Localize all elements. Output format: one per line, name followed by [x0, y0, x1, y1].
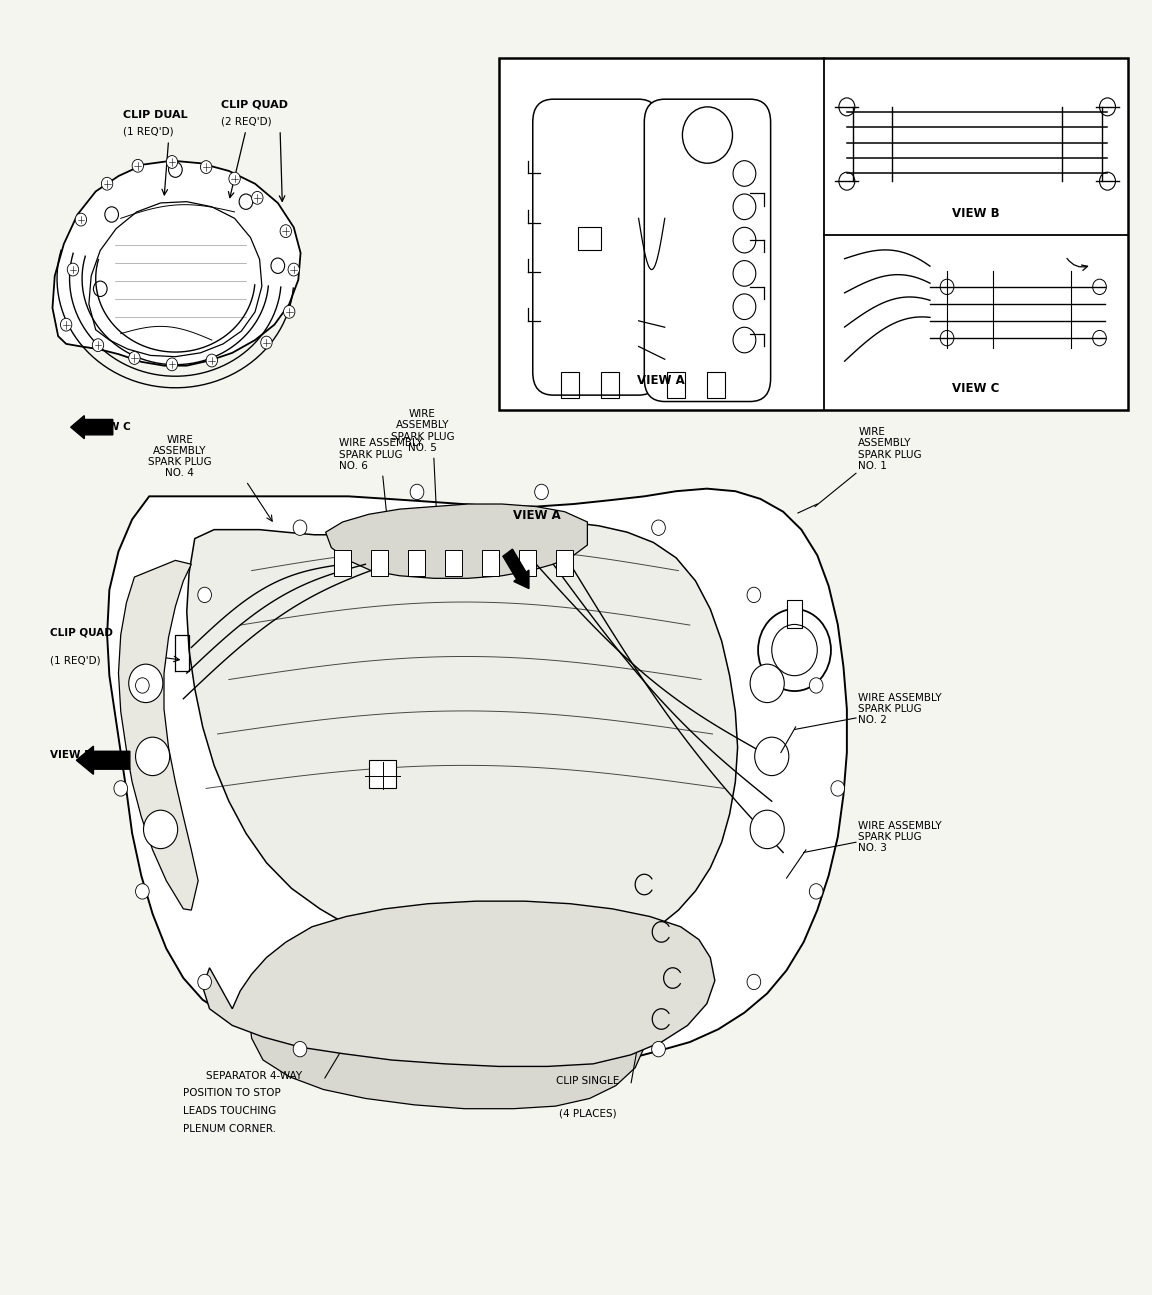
- Bar: [371, 550, 387, 576]
- Circle shape: [92, 339, 104, 351]
- FancyArrow shape: [76, 746, 130, 774]
- Circle shape: [733, 328, 756, 352]
- Circle shape: [198, 974, 212, 989]
- Circle shape: [60, 319, 71, 332]
- Bar: [369, 760, 396, 789]
- Bar: [445, 550, 462, 576]
- Circle shape: [166, 155, 177, 168]
- Circle shape: [410, 484, 424, 500]
- Circle shape: [758, 609, 831, 692]
- Circle shape: [132, 159, 144, 172]
- Text: VIEW A: VIEW A: [637, 374, 685, 387]
- Text: (1 REQ'D): (1 REQ'D): [123, 127, 174, 136]
- Bar: [667, 372, 685, 398]
- Circle shape: [733, 228, 756, 253]
- Circle shape: [535, 484, 548, 500]
- Circle shape: [293, 521, 306, 535]
- Polygon shape: [326, 504, 588, 579]
- Circle shape: [755, 737, 789, 776]
- Polygon shape: [53, 161, 301, 365]
- Text: VIEW C: VIEW C: [89, 422, 130, 433]
- Circle shape: [136, 737, 169, 776]
- Circle shape: [129, 351, 141, 364]
- Text: VIEW B: VIEW B: [953, 207, 1000, 220]
- Circle shape: [746, 587, 760, 602]
- Circle shape: [652, 1041, 666, 1057]
- Text: WIRE ASSEMBLY
SPARK PLUG
NO. 2: WIRE ASSEMBLY SPARK PLUG NO. 2: [858, 693, 942, 725]
- Text: PLENUM CORNER.: PLENUM CORNER.: [183, 1124, 276, 1134]
- Text: WIRE ASSEMBLY
SPARK PLUG
NO. 3: WIRE ASSEMBLY SPARK PLUG NO. 3: [858, 821, 942, 853]
- Circle shape: [733, 161, 756, 186]
- Circle shape: [288, 263, 300, 276]
- Bar: [518, 550, 536, 576]
- Circle shape: [114, 781, 128, 796]
- Circle shape: [144, 811, 177, 848]
- Polygon shape: [203, 901, 715, 1066]
- Text: SEPARATOR 4-WAY: SEPARATOR 4-WAY: [206, 1071, 302, 1080]
- Text: CLIP QUAD: CLIP QUAD: [51, 627, 113, 637]
- Circle shape: [136, 677, 150, 693]
- Text: CLIP QUAD: CLIP QUAD: [221, 100, 288, 110]
- Bar: [578, 228, 601, 250]
- Text: WIRE
ASSEMBLY
SPARK PLUG
NO. 5: WIRE ASSEMBLY SPARK PLUG NO. 5: [391, 409, 454, 453]
- Circle shape: [831, 781, 844, 796]
- Circle shape: [810, 677, 823, 693]
- Circle shape: [251, 192, 263, 205]
- Circle shape: [129, 664, 162, 703]
- Circle shape: [293, 1041, 306, 1057]
- Circle shape: [67, 263, 78, 276]
- Bar: [787, 600, 803, 628]
- FancyArrow shape: [70, 416, 113, 439]
- Text: VIEW C: VIEW C: [953, 382, 1000, 395]
- Text: WIRE
ASSEMBLY
SPARK PLUG
NO. 1: WIRE ASSEMBLY SPARK PLUG NO. 1: [858, 427, 922, 470]
- Bar: [482, 550, 499, 576]
- Circle shape: [283, 306, 295, 319]
- Text: POSITION TO STOP: POSITION TO STOP: [183, 1089, 281, 1098]
- Text: (1 REQ'D): (1 REQ'D): [51, 655, 101, 666]
- Circle shape: [750, 664, 785, 703]
- Bar: [561, 372, 579, 398]
- Text: VIEW B: VIEW B: [51, 750, 92, 760]
- Circle shape: [75, 214, 86, 227]
- Circle shape: [750, 811, 785, 848]
- Text: WIRE
ASSEMBLY
SPARK PLUG
NO. 4: WIRE ASSEMBLY SPARK PLUG NO. 4: [149, 435, 212, 478]
- Text: CLIP SINGLE: CLIP SINGLE: [555, 1076, 619, 1085]
- FancyArrow shape: [503, 549, 529, 588]
- FancyBboxPatch shape: [644, 100, 771, 401]
- Circle shape: [166, 357, 177, 370]
- Circle shape: [101, 177, 113, 190]
- Text: WIRE ASSEMBLY
SPARK PLUG
NO. 6: WIRE ASSEMBLY SPARK PLUG NO. 6: [340, 438, 423, 470]
- Bar: [707, 372, 725, 398]
- Bar: [408, 550, 425, 576]
- Polygon shape: [187, 522, 737, 957]
- Circle shape: [652, 521, 666, 535]
- Bar: [555, 550, 573, 576]
- Circle shape: [260, 337, 272, 348]
- Circle shape: [733, 294, 756, 320]
- Polygon shape: [107, 488, 847, 1070]
- Text: CLIP DUAL: CLIP DUAL: [123, 110, 188, 119]
- Circle shape: [746, 974, 760, 989]
- Text: (4 PLACES): (4 PLACES): [559, 1109, 616, 1119]
- Polygon shape: [248, 930, 650, 1109]
- Circle shape: [198, 587, 212, 602]
- Polygon shape: [119, 561, 198, 910]
- FancyBboxPatch shape: [532, 100, 659, 395]
- Bar: [601, 372, 620, 398]
- Text: VIEW A: VIEW A: [514, 509, 561, 522]
- Circle shape: [229, 172, 241, 185]
- Circle shape: [733, 194, 756, 220]
- Text: LEADS TOUCHING: LEADS TOUCHING: [183, 1106, 276, 1116]
- Circle shape: [280, 225, 291, 237]
- Circle shape: [200, 161, 212, 174]
- Circle shape: [136, 883, 150, 899]
- Circle shape: [206, 354, 218, 366]
- Circle shape: [810, 883, 823, 899]
- Text: (2 REQ'D): (2 REQ'D): [221, 117, 272, 126]
- Circle shape: [733, 260, 756, 286]
- Bar: [499, 58, 1128, 411]
- Bar: [334, 550, 350, 576]
